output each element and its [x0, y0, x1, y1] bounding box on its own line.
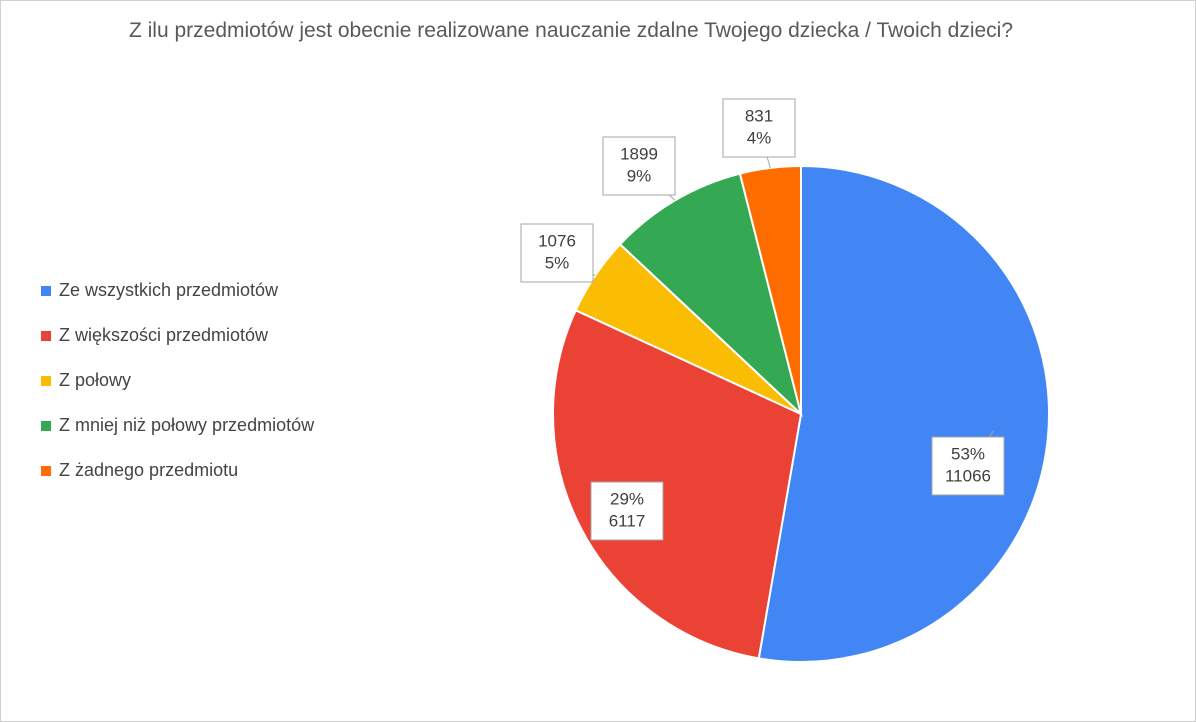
legend-label: Z żadnego przedmiotu [59, 460, 238, 480]
legend-label: Z połowy [59, 370, 131, 390]
data-label: 11066 [945, 466, 991, 485]
data-label: 1076 [538, 231, 576, 250]
label-box [520, 223, 594, 283]
data-label: 29% [610, 489, 644, 508]
pie-slice [757, 164, 1050, 663]
legend-swatch [41, 466, 51, 476]
legend-label: Z mniej niż połowy przedmiotów [59, 415, 315, 435]
data-label: 1899 [620, 144, 658, 163]
data-label: 4% [747, 128, 772, 147]
data-label: 5% [545, 253, 570, 272]
legend-swatch [41, 286, 51, 296]
data-label: 6117 [609, 511, 646, 530]
pie-slice [738, 164, 802, 415]
data-label: 53% [951, 444, 985, 463]
pie-slice [618, 172, 803, 418]
pie-slice [552, 308, 803, 660]
label-box [590, 481, 664, 541]
label-box [602, 136, 676, 196]
label-box [722, 98, 796, 158]
data-label: 831 [745, 106, 773, 125]
data-label: 9% [627, 166, 652, 185]
label-box [931, 436, 1005, 496]
legend-swatch [41, 421, 51, 431]
legend-swatch [41, 376, 51, 386]
legend-label: Z większości przedmiotów [59, 325, 269, 345]
legend-label: Ze wszystkich przedmiotów [59, 280, 279, 300]
chart-title: Z ilu przedmiotów jest obecnie realizowa… [128, 19, 1014, 42]
legend-swatch [41, 331, 51, 341]
